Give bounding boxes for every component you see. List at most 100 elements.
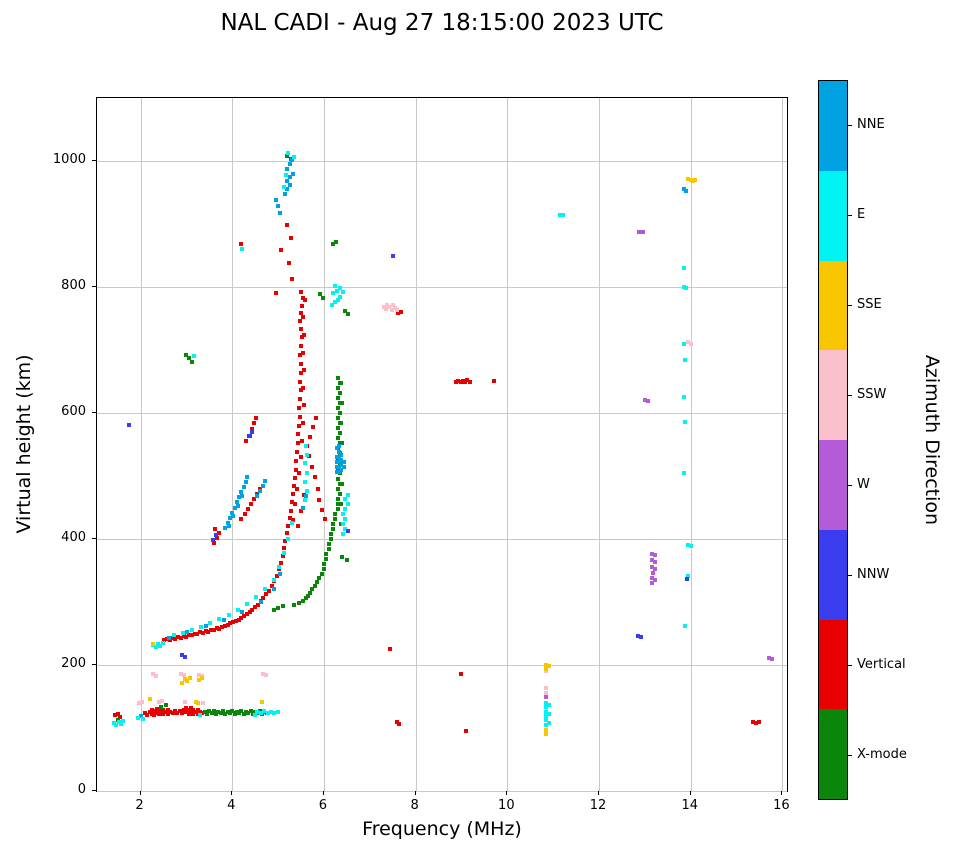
data-point-vertical bbox=[166, 707, 171, 712]
data-point-vertical bbox=[170, 710, 175, 715]
data-point-e bbox=[284, 172, 289, 177]
data-point-vertical bbox=[188, 706, 193, 711]
data-point-sse bbox=[546, 664, 551, 669]
colorbar-tick-label: E bbox=[857, 207, 866, 222]
data-point-e bbox=[343, 496, 348, 501]
data-point-nne bbox=[166, 635, 171, 640]
data-point-vertical bbox=[242, 613, 247, 618]
data-point-x-mode bbox=[221, 708, 226, 713]
data-point-x-mode bbox=[335, 486, 340, 491]
data-point-x-mode bbox=[223, 711, 228, 716]
data-point-vertical bbox=[273, 291, 278, 296]
data-point-vertical bbox=[266, 588, 271, 593]
data-point-e bbox=[331, 291, 336, 296]
data-point-vertical bbox=[253, 605, 258, 610]
data-point-sse bbox=[188, 675, 193, 680]
data-point-vertical bbox=[239, 615, 244, 620]
data-point-vertical bbox=[288, 516, 293, 521]
data-point-nne bbox=[255, 494, 260, 499]
data-point-vertical bbox=[152, 708, 157, 713]
data-point-x-mode bbox=[225, 709, 230, 714]
data-point-x-mode bbox=[318, 291, 323, 296]
data-point-x-mode bbox=[337, 400, 342, 405]
data-point-e bbox=[199, 624, 204, 629]
data-point-nne bbox=[241, 485, 246, 490]
data-point-nne bbox=[339, 457, 344, 462]
data-point-sse bbox=[179, 680, 184, 685]
data-point-nne bbox=[237, 495, 242, 500]
data-point-vertical bbox=[261, 596, 266, 601]
colorbar-tick bbox=[848, 665, 852, 666]
y-gridline bbox=[97, 791, 787, 792]
x-tick-label: 10 bbox=[498, 798, 515, 813]
data-point-w bbox=[652, 577, 657, 582]
x-axis-label: Frequency (MHz) bbox=[362, 818, 522, 840]
data-point-vertical bbox=[286, 523, 291, 528]
data-point-e bbox=[681, 285, 686, 289]
data-point-ssw bbox=[389, 307, 394, 312]
data-point-e bbox=[304, 452, 309, 457]
data-point-nne bbox=[230, 510, 235, 515]
data-point-e bbox=[682, 470, 687, 475]
data-point-sse bbox=[259, 700, 264, 705]
data-point-e bbox=[343, 526, 348, 531]
x-tick-label: 16 bbox=[773, 798, 790, 813]
x-tick bbox=[322, 791, 324, 795]
data-point-vertical bbox=[211, 628, 216, 633]
data-point-vertical bbox=[301, 385, 306, 390]
data-point-e bbox=[254, 594, 259, 599]
data-point-e bbox=[343, 516, 348, 521]
data-point-x-mode bbox=[253, 709, 258, 714]
data-point-vertical bbox=[184, 706, 189, 711]
data-point-nnw bbox=[685, 577, 690, 582]
data-point-vertical bbox=[170, 635, 175, 640]
data-point-e bbox=[160, 640, 165, 645]
data-point-vertical bbox=[154, 710, 159, 715]
data-point-vertical bbox=[212, 526, 217, 531]
data-point-vertical bbox=[254, 416, 259, 421]
data-point-vertical bbox=[298, 397, 303, 402]
data-point-vertical bbox=[162, 638, 167, 643]
data-point-e bbox=[335, 297, 340, 302]
data-point-x-mode bbox=[335, 426, 340, 431]
data-point-e bbox=[302, 461, 307, 466]
data-point-e bbox=[235, 607, 240, 612]
data-point-x-mode bbox=[335, 416, 340, 421]
data-point-nne bbox=[138, 714, 143, 719]
data-point-x-mode bbox=[209, 710, 214, 715]
data-point-vertical bbox=[302, 368, 307, 373]
data-point-nne bbox=[337, 460, 342, 465]
colorbar-tick-label: NNE bbox=[857, 117, 885, 132]
data-point-x-mode bbox=[189, 359, 194, 364]
colorbar-tick bbox=[848, 305, 852, 306]
data-point-vertical bbox=[303, 297, 308, 302]
data-point-e bbox=[341, 290, 346, 295]
data-point-vertical bbox=[296, 441, 301, 446]
y-tick bbox=[92, 160, 96, 161]
data-point-vertical bbox=[143, 710, 148, 715]
data-point-nne bbox=[341, 460, 346, 465]
data-point-e bbox=[544, 705, 549, 710]
data-point-sse bbox=[544, 731, 549, 736]
data-point-vertical bbox=[181, 634, 186, 639]
data-point-x-mode bbox=[339, 421, 344, 426]
data-point-vertical bbox=[317, 497, 322, 502]
data-point-x-mode bbox=[324, 552, 329, 557]
data-point-e bbox=[153, 645, 158, 650]
data-point-x-mode bbox=[335, 375, 340, 380]
data-point-e bbox=[255, 709, 260, 714]
data-point-nne bbox=[334, 465, 339, 470]
data-point-sse bbox=[185, 678, 190, 683]
data-point-e bbox=[341, 531, 346, 536]
x-gridline bbox=[323, 98, 325, 791]
data-point-vertical bbox=[248, 501, 253, 506]
data-point-vertical bbox=[236, 617, 241, 622]
x-tick-label: 4 bbox=[227, 798, 236, 813]
data-point-x-mode bbox=[202, 709, 207, 714]
data-point-x-mode bbox=[187, 356, 192, 361]
data-point-e bbox=[683, 623, 688, 628]
data-point-x-mode bbox=[337, 481, 342, 486]
data-point-vertical bbox=[298, 353, 303, 358]
data-point-vertical bbox=[297, 423, 302, 428]
data-point-e bbox=[332, 283, 337, 288]
